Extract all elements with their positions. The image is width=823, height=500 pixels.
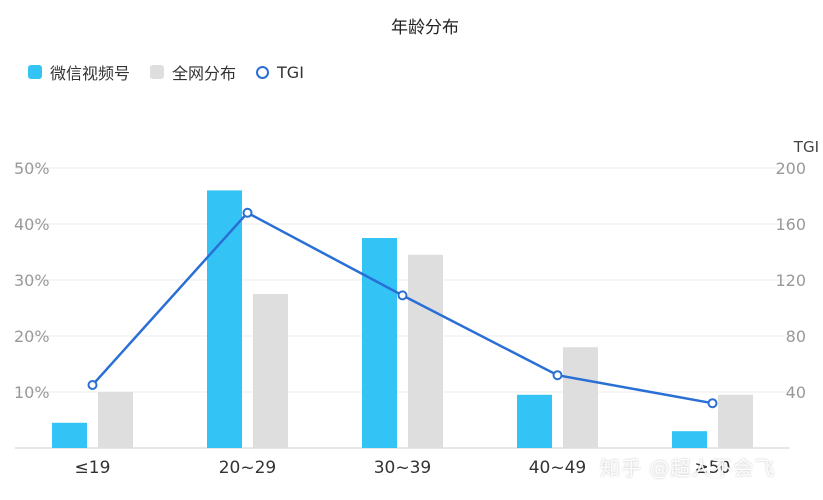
legend-marker-tgi (256, 65, 270, 79)
tgi-point (707, 398, 718, 409)
legend-item-whole-network[interactable]: 全网分布 (150, 60, 236, 84)
legend: 微信视频号 全网分布 TGI (28, 60, 324, 84)
x-axis-tick-label: 20~29 (219, 458, 277, 478)
left-axis-tick-label: 40% (14, 215, 50, 234)
bar-wechat-video (362, 238, 397, 448)
legend-item-tgi[interactable]: TGI (256, 63, 304, 82)
left-axis-tick-label: 10% (14, 383, 50, 402)
legend-label-whole-network: 全网分布 (172, 64, 237, 83)
right-axis-tick-label: 40 (786, 383, 806, 402)
right-axis-label: TGI (793, 138, 819, 156)
left-axis-tick-label: 50% (14, 159, 50, 178)
bar-whole-network (253, 294, 288, 448)
x-axis-tick-label: 30~39 (374, 458, 432, 478)
tgi-line (91, 211, 713, 405)
right-axis-tick-label: 160 (775, 215, 806, 234)
chart-title: 年龄分布 (391, 18, 459, 38)
tgi-point (242, 207, 253, 218)
legend-item-wechat-video[interactable]: 微信视频号 (28, 60, 130, 84)
legend-label-wechat-video: 微信视频号 (50, 64, 131, 83)
right-axis-tick-label: 200 (775, 159, 806, 178)
bar-wechat-video (52, 422, 87, 448)
legend-swatch-whole-network (150, 65, 165, 79)
legend-label-tgi: TGI (277, 62, 304, 82)
right-axis-tick-label: 120 (775, 271, 806, 290)
tgi-point (397, 290, 408, 301)
bar-whole-network (408, 254, 443, 448)
watermark: 知乎 @超人不会飞 (600, 456, 776, 480)
bar-wechat-video (207, 190, 242, 448)
tgi-point (552, 370, 563, 381)
bar-whole-network (563, 347, 598, 448)
bar-whole-network (718, 394, 753, 448)
x-axis-tick-label: 40~49 (529, 458, 587, 478)
x-axis-tick-label: ≥50 (695, 458, 731, 478)
bar-whole-network (98, 392, 133, 448)
left-axis-tick-label: 20% (14, 327, 50, 346)
bar-wechat-video (672, 431, 707, 448)
x-axis-tick-label: ≤19 (75, 458, 111, 478)
legend-swatch-wechat-video (28, 65, 42, 79)
right-axis-tick-label: 80 (786, 327, 806, 346)
bar-wechat-video (517, 394, 552, 448)
left-axis-tick-label: 30% (14, 271, 50, 290)
tgi-point (87, 380, 98, 390)
